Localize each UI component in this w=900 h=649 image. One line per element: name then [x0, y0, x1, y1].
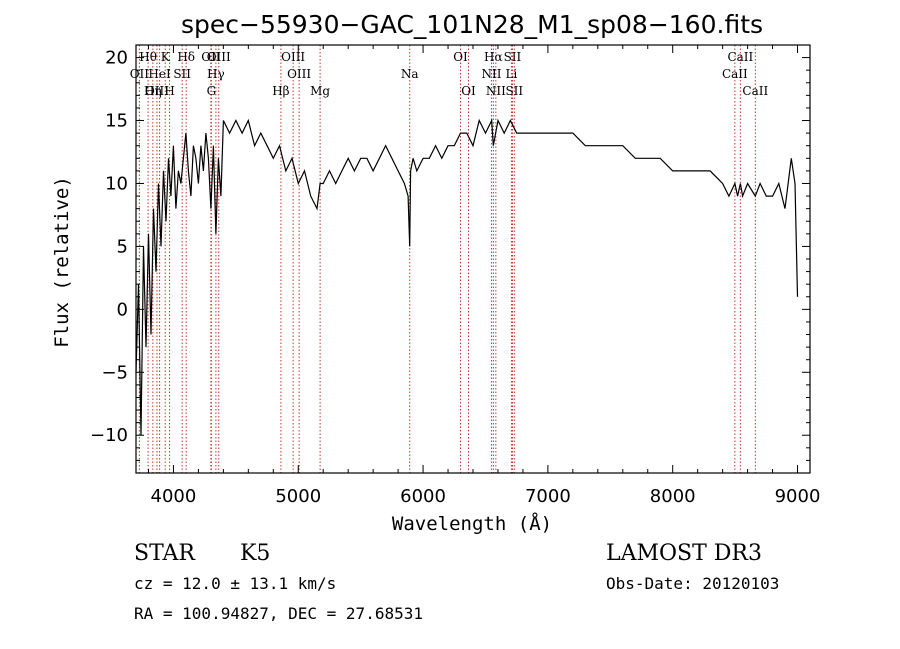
x-tick-label: 7000 [525, 486, 571, 507]
x-tick-label: 9000 [775, 486, 821, 507]
x-tick-label: 8000 [650, 486, 696, 507]
redshift-text: cz = 12.0 ± 13.1 km/s [134, 574, 336, 593]
spectral-line-markers [138, 45, 756, 473]
marker-label: OIII [145, 84, 169, 98]
marker-label: Hγ [207, 67, 225, 81]
x-tick-label: 6000 [400, 486, 446, 507]
marker-label: Na [401, 67, 419, 81]
marker-label: Li [506, 67, 518, 81]
y-tick-label: −10 [90, 425, 128, 446]
coordinates-text: RA = 100.94827, DEC = 27.68531 [134, 604, 423, 623]
marker-label: OIII [287, 67, 311, 81]
marker-label: Hη [144, 84, 162, 98]
y-tick-label: 20 [105, 48, 128, 69]
y-tick-label: −5 [101, 362, 128, 383]
marker-label: OII [201, 50, 221, 64]
x-tick-label: 4000 [151, 486, 197, 507]
marker-label: Hδ [177, 50, 195, 64]
object-class: STAR [134, 541, 196, 566]
marker-label: OIII [281, 50, 305, 64]
marker-label: G [207, 84, 217, 98]
x-axis-label: Wavelength (Å) [392, 512, 552, 535]
x-axis-ticks: 4000 5000 6000 7000 8000 9000 [147, 45, 821, 507]
marker-label: CaII [722, 67, 748, 81]
y-tick-label: 15 [105, 111, 128, 132]
marker-label: OII [130, 67, 150, 81]
spectrum-series-line [135, 118, 799, 436]
marker-label: SII [173, 67, 191, 81]
survey-name: LAMOST DR3 [606, 541, 762, 566]
marker-label: H [164, 84, 174, 98]
y-tick-label: 5 [117, 236, 128, 257]
y-axis-label: Flux (relative) [51, 176, 73, 348]
marker-label: Hθ [139, 50, 157, 64]
marker-label: CaII [742, 84, 768, 98]
marker-label: OIII [207, 50, 231, 64]
y-axis-ticks: −10 −5 0 5 10 15 20 [90, 48, 810, 461]
plot-frame [135, 44, 811, 474]
marker-label: K [161, 50, 171, 64]
y-tick-label: 10 [105, 173, 128, 194]
x-tick-label: 5000 [275, 486, 321, 507]
object-subclass: K5 [240, 541, 270, 566]
y-tick-label: 0 [117, 299, 128, 320]
marker-label: HeI [148, 67, 171, 81]
marker-label: NII [486, 84, 506, 98]
marker-label: SII [505, 84, 523, 98]
chart-title: spec−55930−GAC_101N28_M1_sp08−160.fits [181, 10, 763, 39]
marker-label: NII [481, 67, 501, 81]
marker-label: OI [461, 84, 476, 98]
marker-label: OI [453, 50, 468, 64]
obs-date-text: Obs-Date: 20120103 [606, 574, 779, 593]
marker-label: SII [504, 50, 522, 64]
marker-label: Hβ [272, 84, 289, 98]
marker-label: CaII [727, 50, 753, 64]
marker-label: Hα [484, 50, 503, 64]
marker-label: Mg [310, 84, 330, 98]
